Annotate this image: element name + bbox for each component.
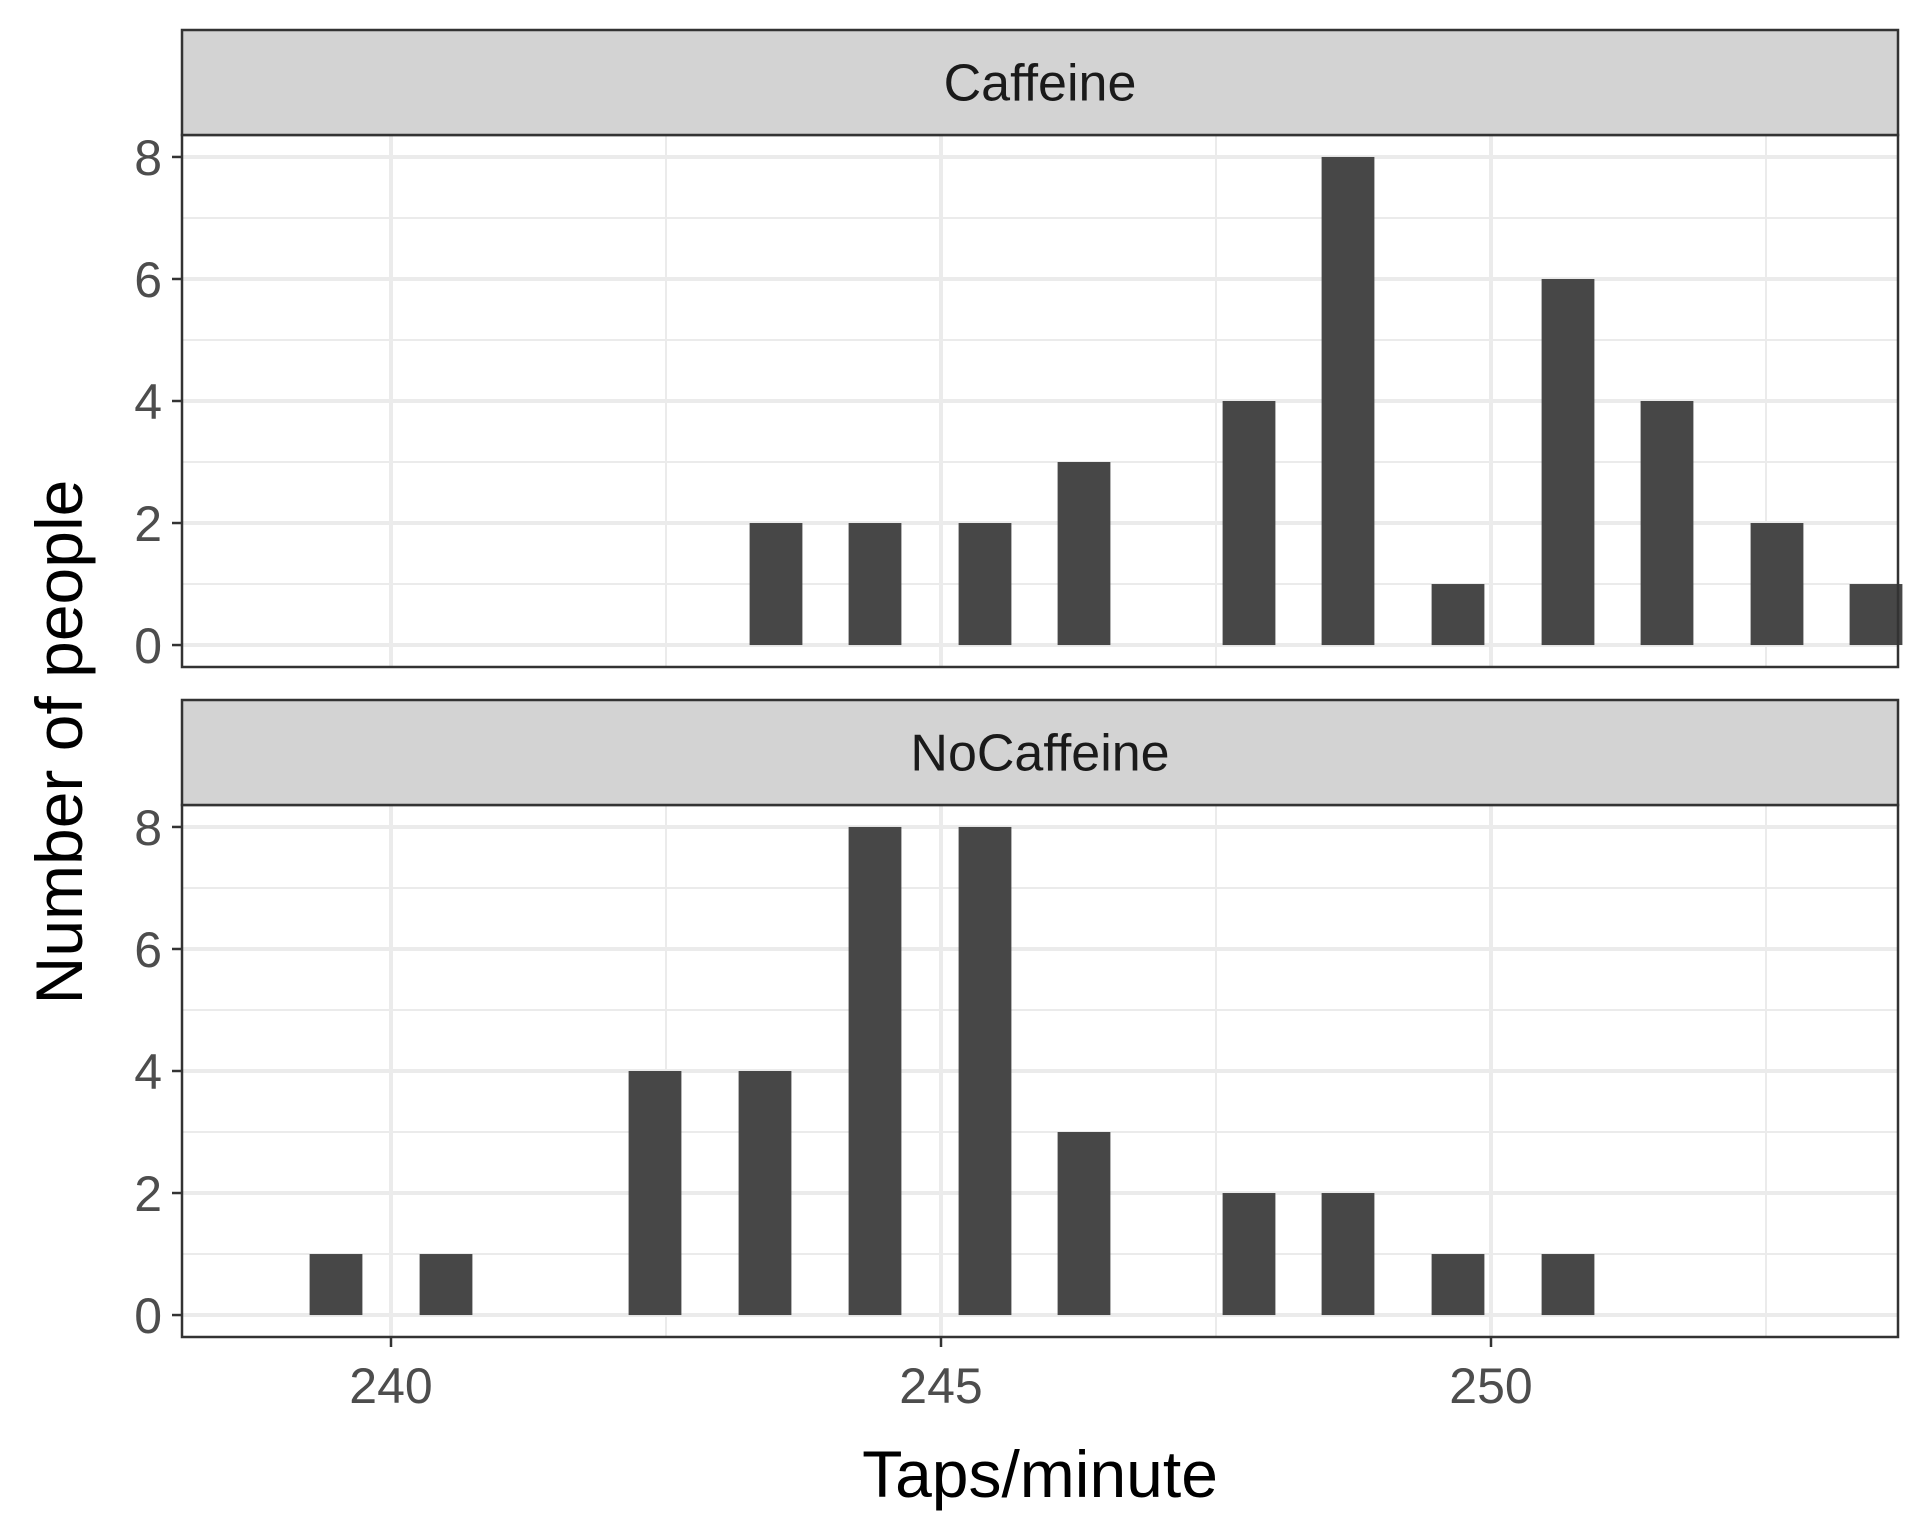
- bar: [419, 1254, 473, 1316]
- bar: [958, 826, 1012, 1316]
- bar: [1849, 584, 1903, 646]
- bar: [848, 523, 902, 646]
- y-tick-label: 0: [134, 618, 162, 674]
- x-tick-label: 245: [899, 1358, 982, 1414]
- bar: [1222, 1193, 1276, 1316]
- bar: [1321, 1193, 1375, 1316]
- bar: [309, 1254, 363, 1316]
- bar: [1057, 462, 1111, 646]
- facet-strip: [180, 28, 1900, 137]
- facet-strip-label: NoCaffeine: [910, 725, 1169, 783]
- x-axis: 240 245 250: [349, 1337, 1533, 1414]
- y-tick-label: 2: [134, 1166, 162, 1222]
- facet-strip: [180, 698, 1900, 807]
- bar: [1541, 278, 1595, 646]
- bar: [1750, 523, 1804, 646]
- panel-nocaffeine: NoCaffeine 0 2 4 6 8: [134, 698, 1900, 1344]
- facet-strip-label: Caffeine: [944, 55, 1137, 113]
- y-tick-label: 4: [134, 374, 162, 430]
- y-tick-label: 8: [134, 800, 162, 856]
- y-tick-label: 6: [134, 922, 162, 978]
- bar: [1431, 584, 1485, 646]
- x-tick-label: 250: [1449, 1358, 1532, 1414]
- bar: [749, 523, 803, 646]
- bar: [958, 523, 1012, 646]
- bar: [1541, 1254, 1595, 1316]
- y-axis-title: Number of people: [22, 480, 96, 1005]
- y-tick-label: 4: [134, 1044, 162, 1100]
- bar: [1640, 401, 1694, 646]
- bar: [1057, 1132, 1111, 1316]
- bar: [1431, 1254, 1485, 1316]
- bar: [1321, 156, 1375, 646]
- bar: [738, 1071, 792, 1316]
- y-tick-label: 0: [134, 1288, 162, 1344]
- x-tick-label: 240: [349, 1358, 432, 1414]
- y-tick-label: 8: [134, 130, 162, 186]
- panels: Caffeine 0 2 4 6 8 NoCaffeine 0 2 4 6 8: [134, 28, 1903, 1344]
- panel-caffeine: Caffeine 0 2 4 6 8: [134, 28, 1903, 674]
- x-axis-title: Taps/minute: [862, 1437, 1218, 1511]
- bar: [1222, 401, 1276, 646]
- y-tick-label: 6: [134, 252, 162, 308]
- y-tick-label: 2: [134, 496, 162, 552]
- bar: [628, 1071, 682, 1316]
- bar: [848, 826, 902, 1316]
